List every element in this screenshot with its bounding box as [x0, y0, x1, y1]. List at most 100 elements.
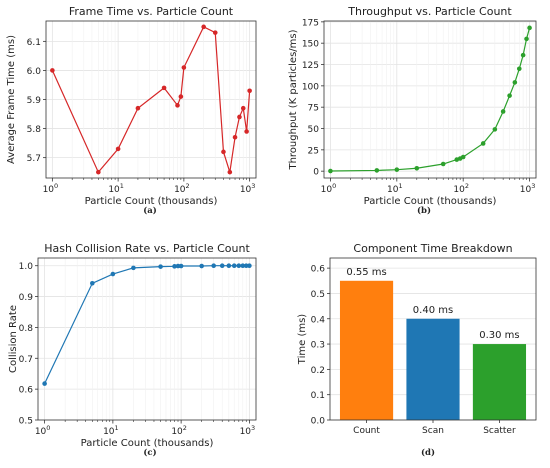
y-tick-label: 0.5: [311, 290, 325, 300]
bar-value-label: 0.40 ms: [413, 305, 453, 316]
y-tick-label: 0.6: [311, 265, 326, 275]
panel-caption: (b): [417, 205, 431, 216]
bar-count: [339, 280, 394, 420]
x-axis-label: Particle Count (thousands): [81, 438, 214, 449]
data-point: [240, 105, 246, 111]
data-point: [328, 168, 333, 174]
y-tick-label: 50: [308, 125, 320, 135]
x-tick-label: 100: [43, 182, 59, 195]
chart-panel-3: 0.5 0.6 0.7 0.8 0.9 1.0 100 101 102 103 Hash Colli…: [8, 242, 257, 458]
chart-title: Hash Collision Rate vs. Particle Count: [44, 242, 250, 255]
chart-panel-1: 5.7 5.8 5.9 6.0 6.1 100 101 102 103 Frame Time vs…: [6, 5, 257, 216]
x-axis-label: Particle Count (thousands): [364, 196, 497, 207]
data-point: [172, 264, 177, 269]
y-tick-label: 0.9: [19, 293, 34, 303]
x-axis-label: Particle Count (thousands): [85, 196, 218, 207]
data-point: [158, 264, 163, 269]
y-tick-label: 125: [302, 61, 319, 71]
y-tick-label: 0: [313, 168, 319, 178]
data-point: [212, 30, 218, 35]
chart-panel-4: 0.0 0.1 0.2 0.3 0.4 0.5 0.6 Count Scan Scatter 0.5…: [297, 242, 537, 458]
x-tick-label: 101: [103, 424, 119, 437]
panel-caption: (c): [143, 447, 156, 458]
y-tick-label: 1.0: [19, 262, 34, 272]
data-point: [500, 109, 506, 114]
chart-title: Component Time Breakdown: [353, 242, 512, 255]
data-point: [227, 169, 233, 175]
data-point: [178, 94, 184, 99]
x-tick-label: Count: [353, 426, 380, 436]
plot-frame: [45, 20, 257, 179]
bar-scatter: [472, 344, 527, 420]
y-tick-label: 6.1: [27, 38, 41, 48]
data-point: [231, 263, 237, 269]
data-point: [199, 263, 204, 269]
y-axis-label: Average Frame Time (ms): [6, 35, 17, 164]
x-tick-label: 102: [453, 182, 469, 195]
chart-title: Throughput vs. Particle Count: [347, 5, 512, 18]
plot-frame: [329, 257, 537, 421]
y-tick-label: 5.7: [27, 154, 41, 164]
data-point: [240, 263, 246, 269]
panel-caption: (a): [143, 205, 157, 216]
y-tick-label: 0.4: [311, 315, 326, 325]
data-point: [374, 168, 380, 173]
data-point: [527, 25, 532, 31]
data-point: [460, 154, 466, 160]
y-tick-label: 0.6: [19, 386, 34, 396]
y-tick-label: 0.3: [311, 341, 325, 351]
y-axis-label: Collision Rate: [8, 305, 19, 373]
data-point: [507, 93, 512, 98]
x-tick-label: 101: [108, 182, 124, 195]
x-tick-label: Scatter: [483, 426, 516, 436]
data-point: [414, 165, 420, 171]
data-point: [237, 114, 242, 120]
data-point: [247, 88, 252, 94]
data-point: [232, 134, 238, 140]
x-tick-label: 103: [520, 182, 536, 195]
y-tick-label: 5.9: [27, 96, 42, 106]
x-tick-label: 103: [240, 182, 256, 195]
data-point: [161, 85, 167, 91]
panel-caption: (d): [421, 447, 435, 458]
x-tick-label: 100: [35, 424, 51, 437]
data-point: [131, 265, 136, 271]
chart-panel-2: 0 25 50 75 100 125 150 175 100 101 102 103 Throughpu…: [288, 5, 537, 216]
y-tick-label: 0.5: [19, 417, 33, 427]
x-tick-label: 100: [321, 182, 337, 195]
y-tick-label: 100: [302, 82, 319, 92]
data-point: [520, 52, 526, 58]
data-point: [115, 146, 121, 152]
x-tick-label: Scan: [422, 426, 444, 436]
y-tick-label: 0.0: [311, 417, 326, 427]
data-point: [219, 263, 225, 269]
data-point: [181, 65, 187, 70]
data-point: [96, 169, 101, 175]
y-tick-label: 150: [302, 40, 319, 50]
data-point: [42, 381, 47, 386]
y-tick-label: 0.2: [311, 366, 325, 376]
data-point: [524, 36, 529, 42]
data-point: [492, 127, 498, 132]
plot-frame: [323, 20, 537, 179]
chart-title: Frame Time vs. Particle Count: [69, 5, 234, 18]
y-tick-label: 0.1: [311, 391, 325, 401]
y-tick-label: 0.8: [19, 324, 34, 334]
data-point: [50, 68, 55, 73]
data-point: [178, 263, 184, 269]
data-point: [110, 271, 116, 277]
data-point: [512, 80, 518, 85]
bar-scan: [406, 318, 460, 420]
bar-value-label: 0.30 ms: [479, 330, 519, 341]
bar-value-label: 0.55 ms: [346, 267, 386, 278]
data-point: [480, 141, 486, 146]
x-tick-label: 101: [387, 182, 403, 195]
data-point: [175, 103, 180, 108]
y-axis-label: Throughput (K particles/ms): [288, 29, 299, 170]
y-tick-label: 0.7: [19, 355, 33, 365]
data-point: [221, 149, 226, 155]
data-point: [394, 167, 400, 172]
y-axis-label: Time (ms): [297, 314, 308, 366]
